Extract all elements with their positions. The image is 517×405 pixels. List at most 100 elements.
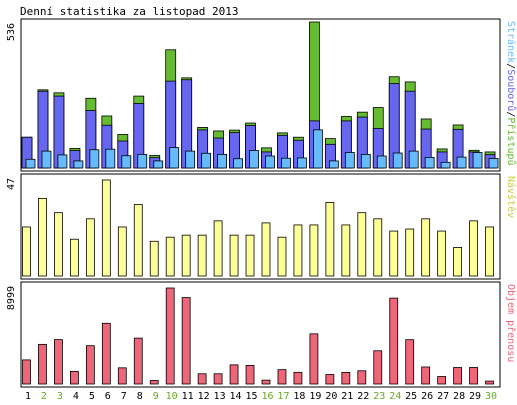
bar-pages (281, 157, 291, 169)
bar-visits (38, 197, 47, 277)
bar-transfer (197, 373, 207, 385)
bar-transfer (485, 380, 494, 385)
bar-visits (22, 226, 31, 277)
bar-transfer (405, 339, 415, 385)
bar-pages (105, 148, 116, 169)
bar-pages (121, 155, 132, 169)
x-tick-label: 20 (325, 391, 337, 402)
x-tick-label: 14 (230, 391, 242, 402)
x-tick-label: 8 (137, 391, 143, 402)
panel-frame (20, 281, 501, 388)
bar-visits (54, 212, 63, 277)
x-tick-label: 23 (373, 391, 385, 402)
bar-pages (185, 150, 196, 169)
x-tick-label: 24 (389, 391, 401, 402)
legend: Stránek/Souborů/Přístupů (505, 21, 517, 166)
x-tick-label: 16 (261, 391, 273, 402)
x-tick-label: 1 (25, 391, 31, 402)
bar-visits (229, 234, 239, 277)
bar-visits (325, 202, 335, 277)
x-tick-label: 7 (121, 391, 127, 402)
bar-visits (341, 224, 351, 277)
x-tick-label: 17 (277, 391, 289, 402)
bar-pages (25, 158, 36, 169)
legend: Návštěv (505, 176, 517, 218)
bar-pages (424, 156, 435, 169)
bar-pages (360, 153, 371, 169)
bar-pages (137, 153, 148, 169)
x-tick-label: 29 (469, 391, 481, 402)
x-tick-label: 13 (214, 391, 226, 402)
bar-visits (133, 204, 143, 277)
bar-visits (149, 240, 159, 277)
bar-transfer (293, 371, 303, 385)
bar-pages (217, 153, 228, 169)
bar-transfer (245, 364, 255, 385)
bar-transfer (421, 366, 431, 385)
bar-transfer (389, 297, 399, 385)
bar-visits (70, 238, 79, 277)
bar-pages (57, 154, 68, 169)
x-tick-label: 5 (89, 391, 95, 402)
bar-visits (213, 220, 223, 277)
bar-transfer (277, 369, 287, 385)
legend-entry: Souborů (505, 69, 517, 111)
bar-visits (101, 179, 111, 277)
bar-pages (73, 160, 84, 169)
chart-title: Denní statistika za listopad 2013 (20, 5, 239, 18)
bar-transfer (181, 297, 191, 385)
x-tick-label: 4 (73, 391, 79, 402)
x-tick-label: 6 (105, 391, 111, 402)
bar-transfer (325, 374, 335, 385)
bar-transfer (261, 379, 271, 385)
bar-visits (485, 226, 494, 277)
bar-visits (261, 222, 271, 277)
x-tick-label: 9 (153, 391, 159, 402)
legend-entry: Návštěv (505, 176, 517, 218)
bar-visits (389, 230, 399, 277)
x-tick-label: 22 (357, 391, 369, 402)
legend-entry: / (505, 111, 516, 117)
x-tick-label: 3 (57, 391, 63, 402)
bar-pages (488, 158, 499, 169)
x-tick-label: 27 (437, 391, 449, 402)
bar-transfer (373, 350, 383, 385)
bar-pages (328, 160, 339, 169)
bar-transfer (165, 287, 175, 385)
bar-pages (392, 152, 403, 169)
bar-pages (456, 156, 467, 169)
bar-transfer (22, 359, 31, 385)
bar-visits (85, 218, 95, 277)
x-tick-label: 19 (309, 391, 321, 402)
bar-transfer (437, 376, 447, 385)
x-tick-label: 25 (405, 391, 417, 402)
bar-pages (344, 152, 355, 169)
bar-pages (153, 160, 164, 169)
bar-pages (41, 150, 52, 169)
x-tick-label: 15 (245, 391, 257, 402)
bar-pages (440, 161, 451, 169)
x-tick-label: 11 (182, 391, 194, 402)
bar-visits (373, 218, 383, 277)
legend-entry: Stránek (505, 21, 517, 63)
bar-visits (357, 212, 367, 277)
bar-visits (309, 224, 319, 277)
x-tick-label: 28 (453, 391, 465, 402)
bar-visits (197, 234, 207, 277)
legend-entry: Přístupů (505, 117, 517, 165)
bar-transfer (453, 367, 463, 385)
bar-transfer (85, 345, 95, 385)
x-tick-label: 12 (198, 391, 210, 402)
bar-transfer (357, 370, 367, 385)
bar-transfer (149, 380, 159, 385)
bar-transfer (70, 370, 79, 385)
x-tick-label: 26 (421, 391, 433, 402)
bar-visits (469, 220, 478, 277)
bar-transfer (101, 322, 111, 385)
bar-pages (312, 129, 323, 169)
bar-transfer (38, 343, 47, 385)
bar-visits (181, 234, 191, 277)
y-max-label: 8999 (6, 286, 17, 310)
bar-transfer (229, 364, 239, 385)
